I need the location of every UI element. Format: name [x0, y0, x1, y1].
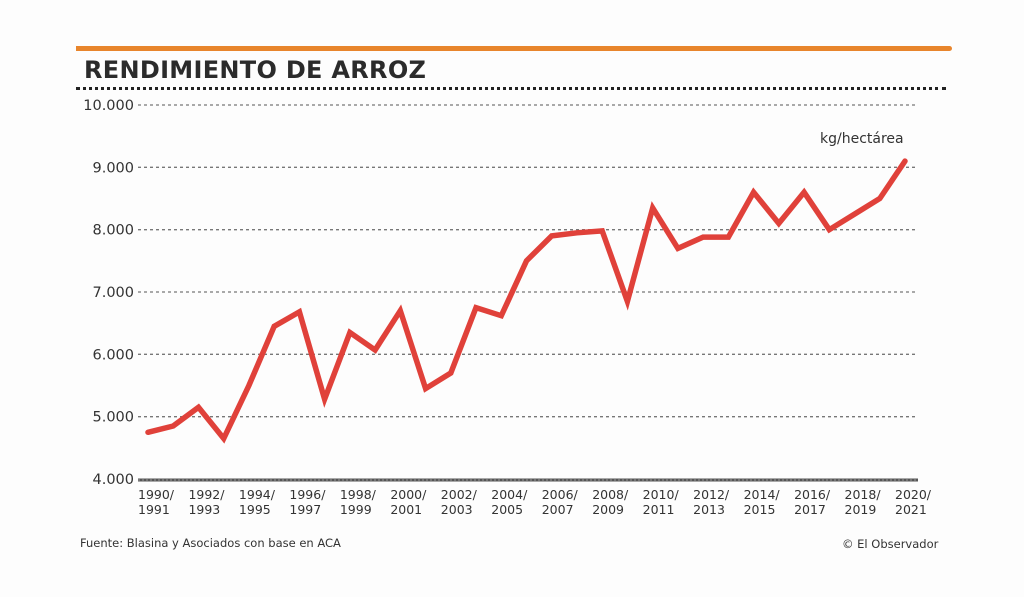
title-divider	[76, 87, 946, 90]
x-tick-line1: 2004/	[491, 487, 528, 502]
x-tick-line1: 1990/	[138, 487, 175, 502]
x-tick-line1: 1996/	[289, 487, 326, 502]
y-tick-label: 10.000	[83, 98, 134, 114]
x-tick-line2: 1991	[138, 502, 170, 517]
x-tick-line2: 2015	[744, 502, 776, 517]
x-tick-line1: 2002/	[441, 487, 478, 502]
x-tick-label: 1990/1991	[138, 487, 175, 517]
x-tick-label: 1998/1999	[340, 487, 377, 517]
x-tick-line1: 2010/	[643, 487, 680, 502]
copyright-credit: © El Observador	[842, 537, 939, 551]
y-tick-label: 6.000	[92, 347, 134, 363]
series-line	[145, 158, 908, 444]
x-tick-line2: 1995	[239, 502, 271, 517]
x-tick-line1: 2018/	[845, 487, 882, 502]
x-tick-label: 1994/1995	[239, 487, 276, 517]
x-axis-ticks: 1990/1991 1992/1993 1994/1995 1996/1997 1998…	[138, 487, 932, 517]
x-tick-line1: 2014/	[744, 487, 781, 502]
x-tick-line1: 1992/	[188, 487, 225, 502]
header-accent-bar	[76, 46, 952, 51]
x-tick-label: 1992/1993	[188, 487, 225, 517]
x-tick-line2: 1997	[289, 502, 321, 517]
x-tick-label: 2020/2021	[895, 487, 932, 517]
x-tick-line2: 2003	[441, 502, 473, 517]
x-tick-label: 2010/2011	[643, 487, 680, 517]
x-tick-line1: 1994/	[239, 487, 276, 502]
x-tick-line2: 1999	[340, 502, 372, 517]
x-tick-line1: 2008/	[592, 487, 629, 502]
gridlines	[138, 104, 918, 418]
x-tick-line2: 2011	[643, 502, 675, 517]
x-tick-line1: 2000/	[390, 487, 427, 502]
y-tick-label: 5.000	[92, 410, 134, 426]
y-axis-ticks: 10.000 9.000 8.000 7.000 6.000 5.000 4.000	[83, 98, 134, 488]
source-note: Fuente: Blasina y Asociados con base en …	[80, 536, 341, 550]
x-tick-label: 2018/2019	[845, 487, 882, 517]
x-tick-line2: 2013	[693, 502, 725, 517]
x-tick-label: 2014/2015	[744, 487, 781, 517]
x-tick-line1: 2006/	[542, 487, 579, 502]
x-tick-label: 2008/2009	[592, 487, 629, 517]
x-tick-line1: 2012/	[693, 487, 730, 502]
x-tick-line1: 2020/	[895, 487, 932, 502]
y-tick-label: 9.000	[92, 160, 134, 176]
x-tick-line2: 2005	[491, 502, 523, 517]
x-tick-line2: 2007	[542, 502, 574, 517]
x-tick-line2: 2019	[845, 502, 877, 517]
series-group	[145, 158, 908, 444]
y-tick-label: 4.000	[92, 472, 134, 488]
x-tick-label: 1996/1997	[289, 487, 326, 517]
chart-title: RENDIMIENTO DE ARROZ	[84, 56, 427, 84]
x-tick-line1: 1998/	[340, 487, 377, 502]
y-tick-label: 7.000	[92, 285, 134, 301]
x-tick-label: 2000/2001	[390, 487, 427, 517]
unit-label: kg/hectárea	[820, 131, 904, 147]
x-tick-label: 2006/2007	[542, 487, 579, 517]
x-tick-label: 2002/2003	[441, 487, 478, 517]
x-tick-line1: 2016/	[794, 487, 831, 502]
y-tick-label: 8.000	[92, 223, 134, 239]
x-tick-line2: 2001	[390, 502, 422, 517]
x-tick-label: 2004/2005	[491, 487, 528, 517]
x-tick-line2: 2017	[794, 502, 826, 517]
x-tick-line2: 1993	[188, 502, 220, 517]
x-tick-label: 2016/2017	[794, 487, 831, 517]
x-tick-line2: 2009	[592, 502, 624, 517]
x-tick-label: 2012/2013	[693, 487, 730, 517]
x-tick-line2: 2021	[895, 502, 927, 517]
